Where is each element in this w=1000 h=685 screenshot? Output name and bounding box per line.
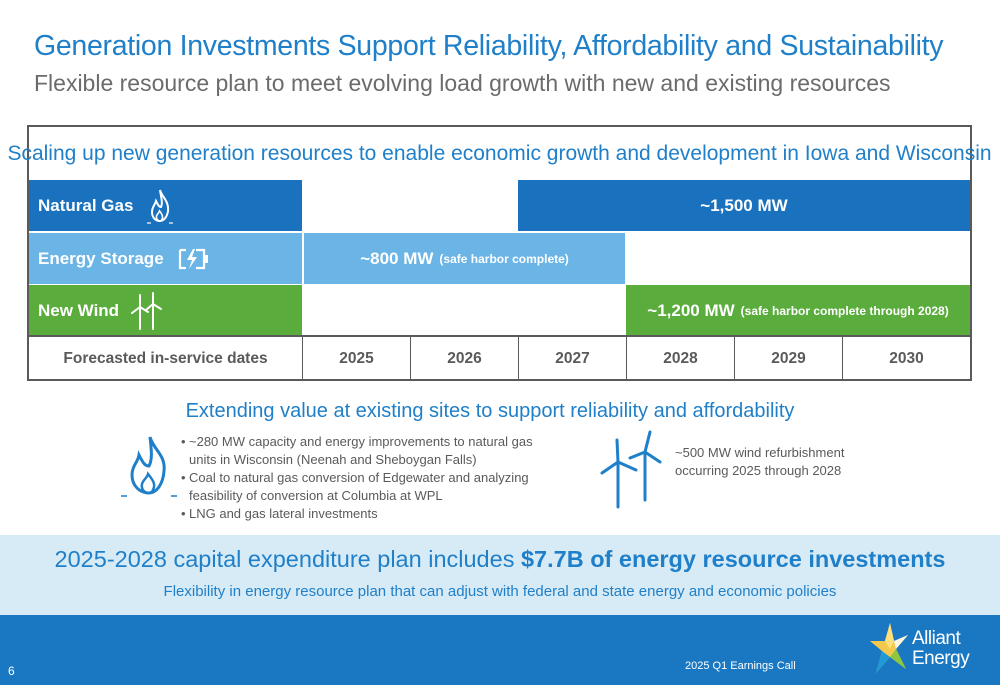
table-heading: Scaling up new generation resources to e… bbox=[7, 141, 992, 165]
generation-table: Scaling up new generation resources to e… bbox=[7, 125, 992, 381]
page-subtitle: Flexible resource plan to meet evolving … bbox=[34, 70, 891, 96]
flame-icon bbox=[118, 433, 180, 504]
existing-sites-bullets: ~280 MW capacity and energy improvements… bbox=[181, 433, 533, 523]
year-cell: 2029 bbox=[735, 337, 843, 381]
list-item: ~280 MW capacity and energy improvements… bbox=[181, 433, 533, 469]
energy-storage-note: (safe harbor complete) bbox=[439, 251, 569, 266]
year-cell: 2030 bbox=[889, 350, 924, 367]
logo-star-icon bbox=[870, 623, 908, 673]
energy-storage-value: ~800 MW bbox=[360, 248, 434, 268]
row-label-new-wind: New Wind bbox=[29, 285, 302, 336]
row-label-text: Natural Gas bbox=[38, 195, 134, 215]
row-label-text: New Wind bbox=[38, 300, 120, 320]
wind-turbine-icon bbox=[131, 291, 163, 331]
alliant-energy-logo: Alliant Energy bbox=[870, 621, 970, 677]
year-cell: 2025 bbox=[303, 337, 411, 381]
capex-headline: 2025-2028 capital expenditure plan inclu… bbox=[54, 546, 946, 572]
years-row: Forecasted in-service dates 2025 2026 20… bbox=[29, 335, 970, 381]
wind-turbine-icon bbox=[598, 428, 664, 515]
year-cell: 2028 bbox=[627, 337, 735, 381]
page-title: Generation Investments Support Reliabili… bbox=[34, 30, 944, 62]
capex-band: 2025-2028 capital expenditure plan inclu… bbox=[0, 535, 1000, 615]
list-item: LNG and gas lateral investments bbox=[181, 505, 533, 523]
new-wind-note: (safe harbor complete through 2028) bbox=[740, 303, 949, 318]
row-label-text: Energy Storage bbox=[38, 248, 164, 268]
natural-gas-bar: ~1,500 MW bbox=[518, 180, 970, 231]
new-wind-value: ~1,200 MW bbox=[647, 300, 735, 320]
row-label-natural-gas: Natural Gas bbox=[29, 180, 302, 231]
year-cell: 2027 bbox=[519, 337, 627, 381]
existing-sites-heading: Extending value at existing sites to sup… bbox=[185, 400, 795, 422]
capex-subtext: Flexibility in energy resource plan that… bbox=[163, 583, 837, 600]
event-label: 2025 Q1 Earnings Call bbox=[685, 660, 796, 672]
row-label-energy-storage: Energy Storage bbox=[29, 233, 302, 284]
wind-refurbishment-text: ~500 MW wind refurbishment occurring 202… bbox=[675, 445, 845, 478]
list-item: Coal to natural gas conversion of Edgewa… bbox=[181, 469, 533, 505]
forecast-label: Forecasted in-service dates bbox=[29, 337, 303, 381]
battery-icon bbox=[176, 247, 212, 271]
footer-bar: 6 2025 Q1 Earnings Call Alliant Energy bbox=[0, 615, 1000, 685]
natural-gas-value: ~1,500 MW bbox=[700, 195, 788, 215]
flame-icon bbox=[145, 187, 175, 225]
year-cell: 2026 bbox=[411, 337, 519, 381]
page-number: 6 bbox=[8, 664, 15, 678]
energy-storage-bar: ~800 MW (safe harbor complete) bbox=[304, 233, 625, 284]
new-wind-bar: ~1,200 MW (safe harbor complete through … bbox=[626, 285, 970, 336]
